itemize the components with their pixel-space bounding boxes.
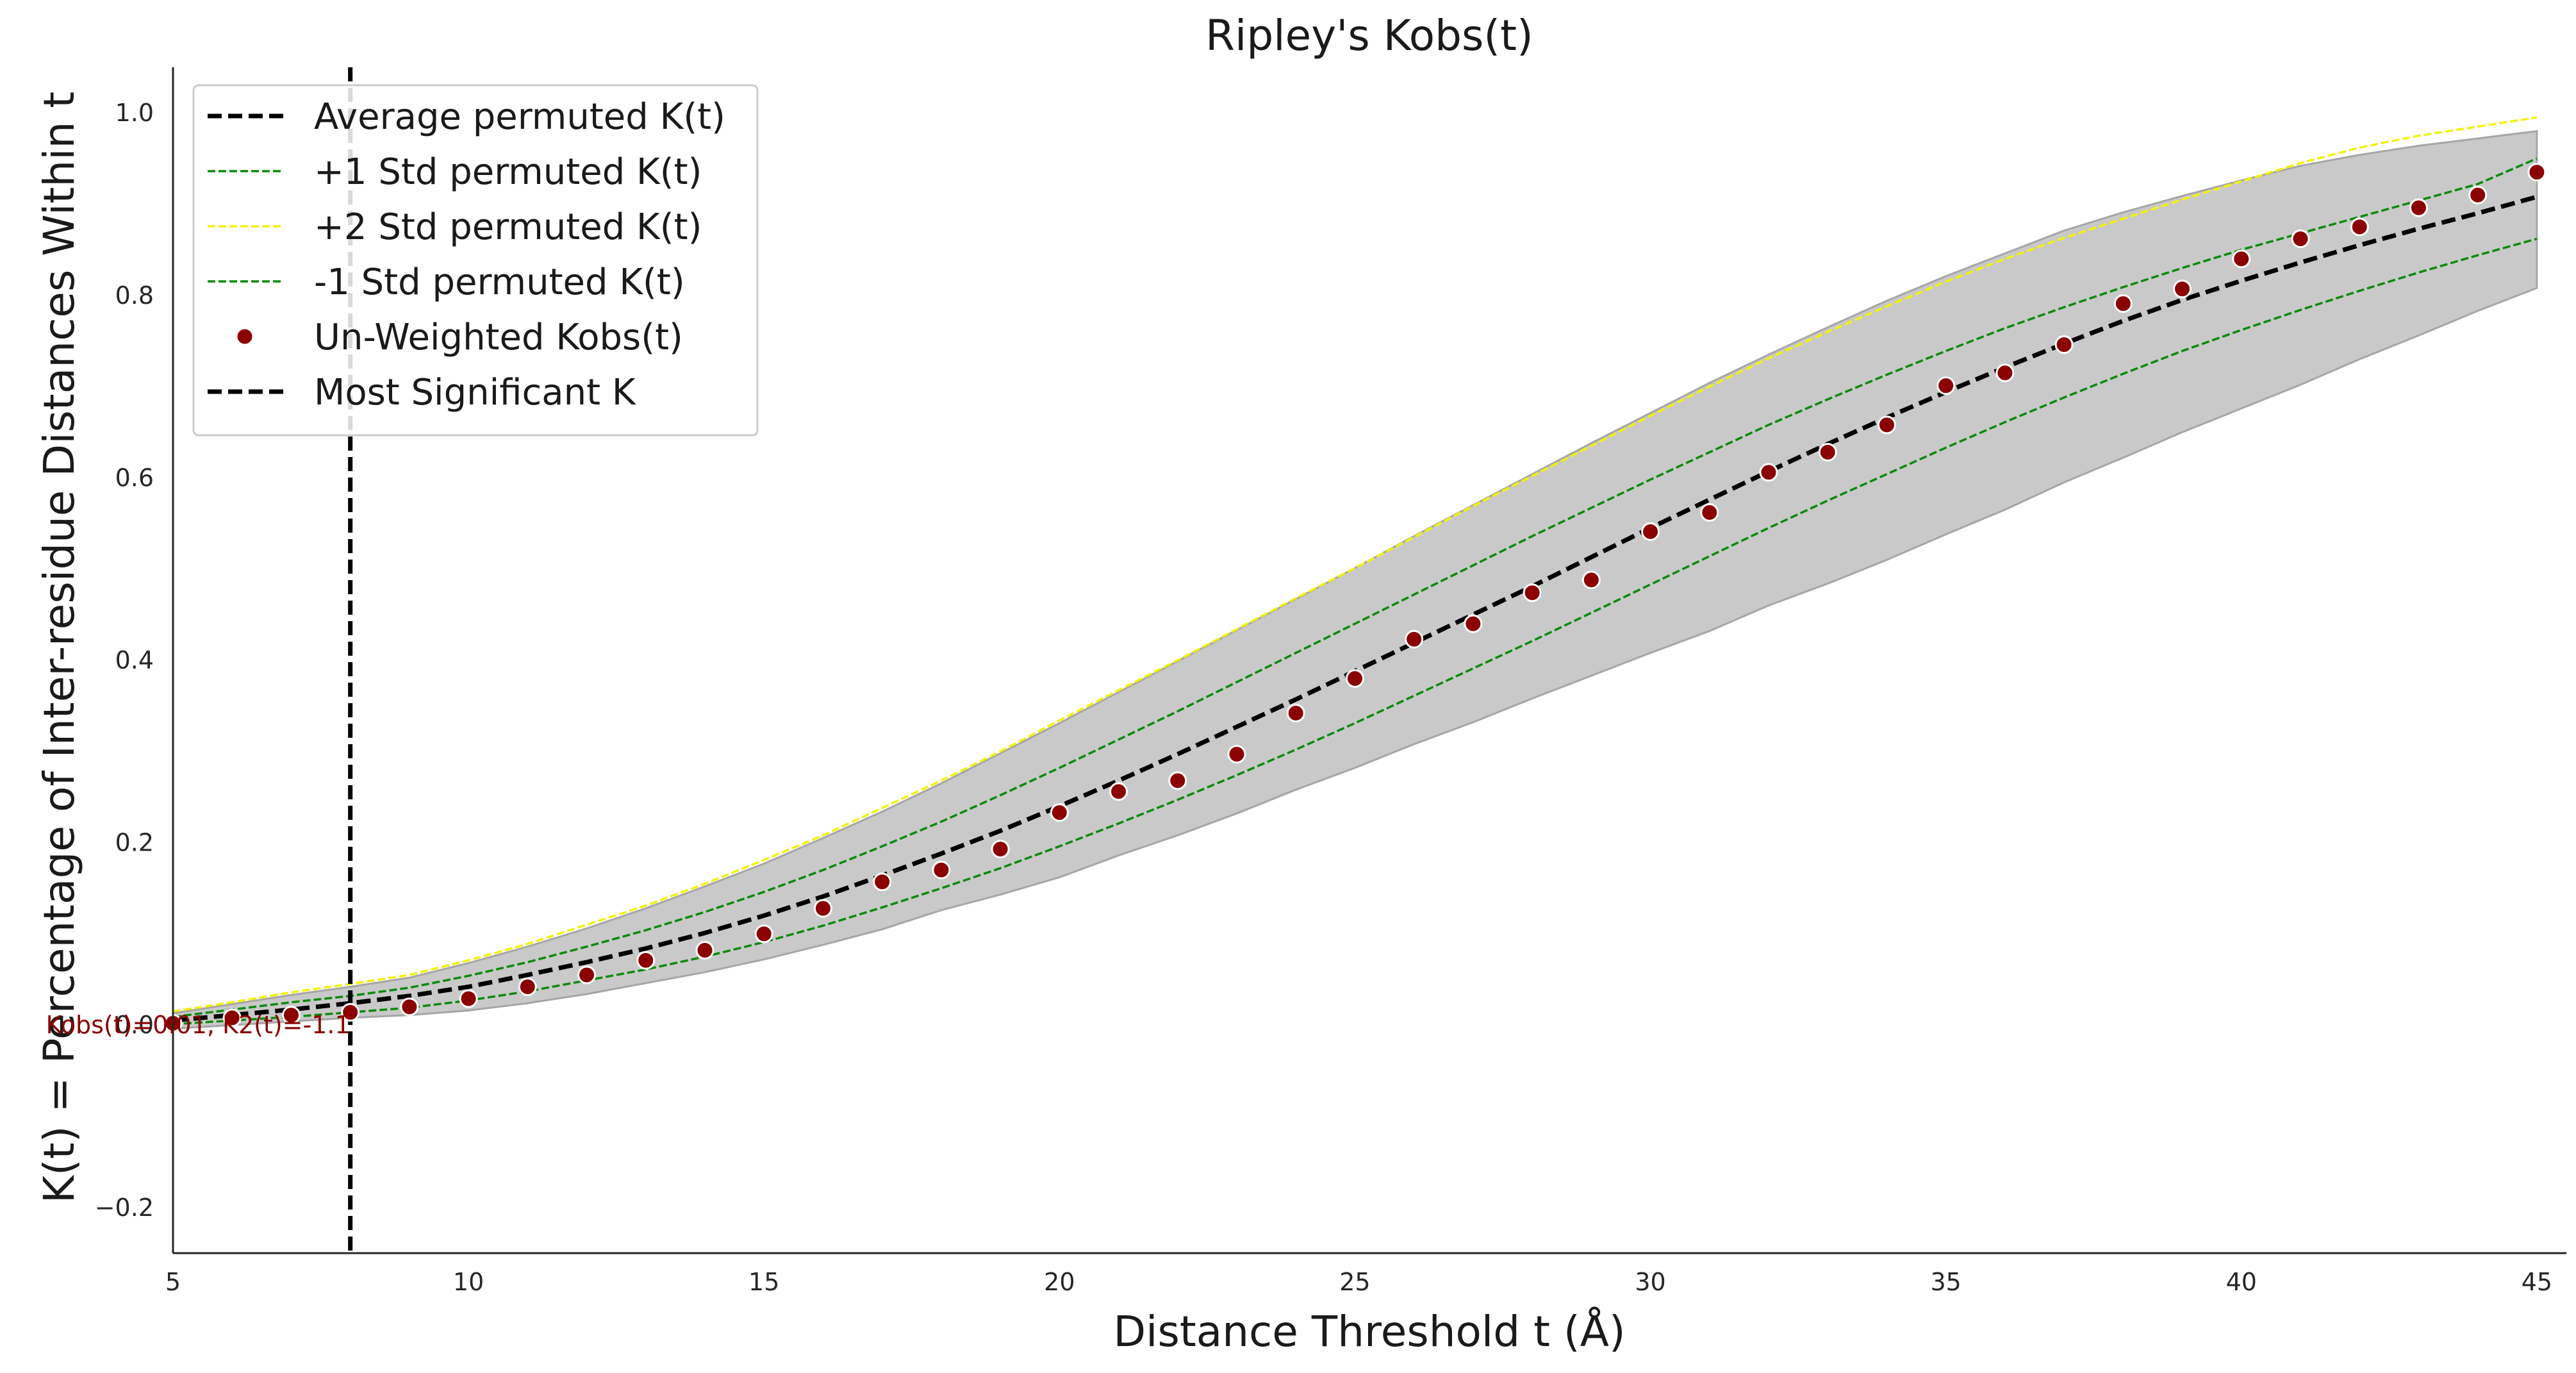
x-tick-label: 30 <box>1635 1268 1665 1296</box>
kobs-point <box>2291 229 2310 249</box>
x-tick-label: 45 <box>2522 1268 2552 1296</box>
legend: Average permuted K(t) +1 Std permuted K(t… <box>192 84 759 437</box>
y-tick-label: 0.2 <box>115 829 154 857</box>
legend-label: Most Significant K <box>314 372 636 413</box>
kobs-point <box>1050 803 1069 822</box>
x-tick-label: 35 <box>1930 1268 1961 1296</box>
kobs-point <box>518 977 537 996</box>
kobs-point <box>1995 363 2015 383</box>
y-axis-label: K(t) = Percentage of Inter-residue Dista… <box>35 92 84 1203</box>
y-tick-label: 0.0 <box>115 1011 154 1039</box>
kobs-point <box>2173 279 2192 299</box>
x-tick-label: 25 <box>1339 1268 1370 1296</box>
x-tick-label: 10 <box>453 1268 484 1296</box>
kobs-point <box>281 1006 301 1025</box>
kobs-point <box>222 1008 242 1028</box>
kobs-point <box>2232 249 2251 269</box>
kobs-point <box>1286 704 1305 723</box>
kobs-point <box>991 840 1010 859</box>
scatter-points-layer <box>163 163 2547 1033</box>
kobs-point <box>813 899 832 918</box>
kobs-point <box>754 924 773 944</box>
kobs-point <box>1227 745 1246 764</box>
kobs-point <box>400 997 419 1017</box>
kobs-point <box>1641 522 1660 541</box>
x-tick-label: 20 <box>1044 1268 1075 1296</box>
kobs-point <box>1818 443 1837 462</box>
kobs-point <box>1759 463 1778 482</box>
kobs-point <box>1936 376 1956 395</box>
series-line-1-std-permuted-k-t <box>172 157 2538 1019</box>
kobs-point <box>2468 185 2488 204</box>
kobs-point <box>1168 771 1187 790</box>
x-tick-label: 5 <box>165 1268 181 1296</box>
kobs-point <box>1877 415 1896 435</box>
kobs-point <box>341 1003 360 1022</box>
legend-label: -1 Std permuted K(t) <box>314 262 685 303</box>
y-tick-label: 0.6 <box>115 463 154 492</box>
chart-title: Ripley's Kobs(t) <box>1205 11 1533 60</box>
y-tick-label: 0.8 <box>115 281 154 310</box>
y-tick-label: 0.4 <box>115 646 154 674</box>
series-line-2-std-permuted-k-t <box>172 116 2538 1013</box>
kobs-point <box>2113 294 2133 313</box>
kobs-point <box>1523 583 1542 603</box>
kobs-point <box>2409 198 2428 217</box>
kobs-point <box>873 872 892 892</box>
kobs-point <box>695 941 714 960</box>
kobs-point <box>1345 669 1364 688</box>
kobs-point <box>1464 614 1483 633</box>
legend-label: +1 Std permuted K(t) <box>314 151 702 193</box>
legend-marker <box>235 327 254 346</box>
kobs-point <box>1700 503 1719 522</box>
x-tick-label: 40 <box>2226 1268 2257 1296</box>
kobs-point <box>636 951 656 970</box>
x-tick-label: 15 <box>748 1268 779 1296</box>
kobs-point <box>2350 217 2369 237</box>
kobs-point <box>2527 163 2547 182</box>
legend-box <box>192 84 759 437</box>
std-band-layer <box>172 129 2538 1030</box>
ticks-layer: 5 10 15 20 25 30 35 40 45 −0.2 0.0 0.2 0.4 0.6 0.8 1.0 <box>95 99 2552 1296</box>
legend-label: Un-Weighted Kobs(t) <box>314 317 683 358</box>
kobs-point <box>459 989 478 1008</box>
axes-layer <box>172 67 2566 1254</box>
kobs-point <box>2054 335 2074 354</box>
legend-label: +2 Std permuted K(t) <box>314 206 702 248</box>
y-tick-label: 1.0 <box>115 99 154 127</box>
kobs-point <box>932 860 951 879</box>
x-axis-label: Distance Threshold t (Å) <box>1113 1307 1625 1356</box>
kobs-point <box>1405 629 1424 649</box>
kobs-point <box>1581 570 1601 590</box>
kobs-point <box>577 965 597 985</box>
legend-label: Average permuted K(t) <box>314 96 725 138</box>
kobs-point <box>1109 782 1128 801</box>
std-band <box>172 129 2538 1030</box>
significance-annotation: Kobs(t)=0.01, K2(t)=-1.1 <box>46 1011 351 1039</box>
y-tick-label: −0.2 <box>95 1194 154 1222</box>
series-line-1-std-permuted-k-t <box>172 237 2538 1026</box>
